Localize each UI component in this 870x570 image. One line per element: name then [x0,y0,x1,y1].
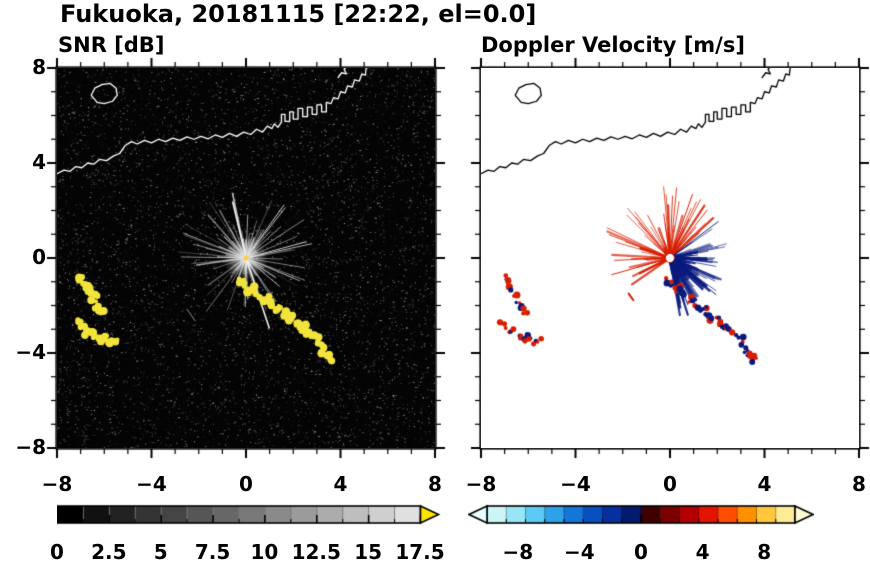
snr-colorbar-label: 7.5 [194,540,231,564]
figure-title: Fukuoka, 20181115 [22:22, el=0.0] [60,0,537,28]
doppler-panel-title: Doppler Velocity [m/s] [481,33,745,57]
snr-panel-title: SNR [dB] [58,33,165,57]
doppler-colorbar-label: −8 [502,540,534,564]
snr-plot-canvas [57,68,435,448]
x-tick-label: 4 [333,472,348,496]
y-tick-label: −4 [15,340,46,364]
x-tick-label: 8 [852,472,866,496]
snr-panel [45,56,447,460]
snr-colorbar-label: 15 [354,540,383,564]
x-tick-label: −8 [41,472,73,496]
doppler-colorbar [468,504,814,526]
snr-colorbar [57,504,441,526]
x-tick-label: −8 [465,472,497,496]
y-tick-label: 4 [32,150,46,174]
snr-colorbar-label: 0 [50,540,64,564]
doppler-panel [469,56,870,460]
doppler-colorbar-label: 8 [757,540,772,564]
x-tick-label: 0 [239,472,253,496]
x-tick-label: −4 [560,472,591,496]
doppler-colorbar-label: −4 [564,540,595,564]
y-tick-label: −8 [15,435,46,459]
x-tick-label: 4 [757,472,772,496]
x-tick-label: 8 [428,472,442,496]
y-tick-label: 0 [32,245,46,269]
y-tick-label: 8 [32,55,46,79]
x-tick-label: 0 [663,472,677,496]
snr-colorbar-label: 5 [153,540,168,564]
snr-colorbar-label: 12.5 [291,540,341,564]
snr-colorbar-label: 17.5 [395,540,445,564]
doppler-colorbar-label: 0 [634,540,648,564]
snr-colorbar-label: 2.5 [91,540,127,564]
x-tick-label: −4 [136,472,167,496]
doppler-plot-canvas [481,68,859,448]
doppler-colorbar-label: 4 [695,540,710,564]
snr-colorbar-label: 10 [250,540,279,564]
